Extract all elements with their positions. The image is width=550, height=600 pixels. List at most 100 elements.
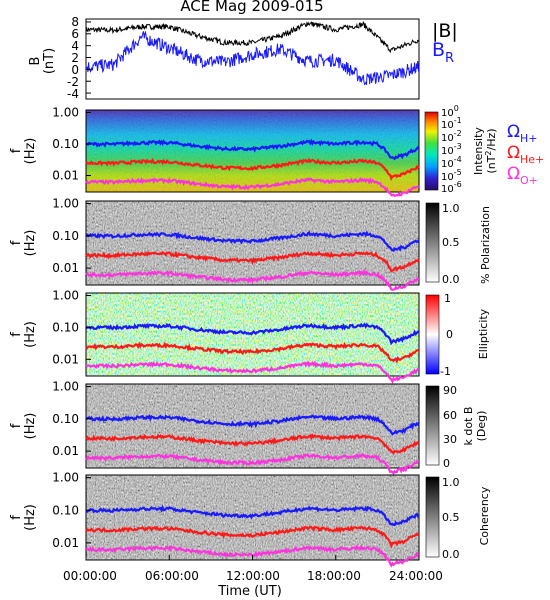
gyro-line-h	[86, 504, 420, 527]
gyro-lines	[85, 413, 420, 476]
freq-tick-label: 0.01	[52, 261, 79, 275]
ytick-label: 0	[71, 63, 79, 77]
gyro-line-o	[85, 452, 420, 476]
kdotb-cbar-unit: (Deg)	[475, 411, 488, 442]
time-axis-label: Time (UT)	[217, 584, 282, 599]
ytick-label: 8	[71, 15, 79, 29]
gyro-line-h	[85, 322, 420, 346]
kdotb-cbar-label: k dot B	[462, 407, 475, 446]
panel-kdotb: 90 60 30 0 k dot B (Deg)	[85, 383, 488, 476]
ytick-label: -4	[67, 87, 79, 101]
cbar-tick: 0	[443, 457, 450, 470]
coherency-cbar-label: Coherency	[478, 486, 491, 545]
gyro-line-h	[85, 413, 420, 436]
freq-tick-label: 0.01	[52, 536, 79, 550]
freq-axis-label: f	[9, 148, 24, 153]
gyro-line-he	[85, 250, 421, 273]
freq-tick-label: 0.10	[52, 412, 79, 426]
series-btotal	[85, 20, 420, 54]
bfield-series	[85, 20, 420, 94]
panel4-frame	[85, 292, 420, 377]
freq-tick-label: 1.00	[52, 471, 79, 485]
freq-tick-label: 1.00	[52, 105, 79, 119]
coherency-colorbar	[425, 476, 440, 558]
panel-intensity: 100 10-1 10-2 10-3 10-4 10-5 10-6 Intens…	[85, 104, 544, 198]
legend-omega-h: ΩH+	[507, 122, 538, 145]
freq-tick-label: 0.10	[52, 320, 79, 334]
ytick-label: 2	[71, 51, 79, 65]
time-axis: 00:00:00 06:00:00 12:00:00 18:00:00 24:0…	[63, 569, 443, 599]
time-tick: 00:00:00	[63, 569, 117, 583]
legend-br: BR	[432, 39, 454, 66]
cbar-tick: 30	[443, 433, 457, 446]
gyro-line-he	[85, 433, 420, 455]
cbar-tick: 0.0	[442, 273, 460, 286]
gyro-line-he	[85, 341, 420, 364]
cbar-tick: 0.5	[442, 511, 460, 524]
cbar-tick: 10-5	[441, 168, 462, 183]
cbar-tick: 10-6	[441, 180, 462, 195]
gyro-lines	[85, 230, 421, 291]
cbar-tick: 1	[444, 292, 451, 305]
panel-ellipticity: 1 0 -1 Ellipticity	[85, 292, 490, 385]
ytick-label: 4	[71, 39, 79, 53]
cbar-tick: 10-2	[441, 129, 462, 144]
panel5-frame	[85, 383, 420, 469]
cbar-tick: 1.0	[442, 476, 460, 489]
freq-axis-unit: (Hz)	[23, 413, 38, 440]
gyro-line-o	[86, 360, 420, 385]
cbar-tick: 1.0	[442, 202, 460, 215]
ellipticity-texture	[86, 293, 419, 376]
panel3-frame	[85, 200, 420, 286]
time-tick: 06:00:00	[145, 569, 199, 583]
series-br	[85, 30, 420, 86]
cbar-tick: 0.5	[442, 236, 460, 249]
freq-tick-label: 0.01	[52, 352, 79, 366]
panel-polarization: 1.0 0.5 0.0 % Polarization	[85, 200, 492, 291]
cbar-tick: 10-3	[441, 142, 462, 157]
cbar-tick: 10-4	[441, 155, 462, 170]
time-tick: 24:00:00	[389, 569, 443, 583]
intensity-colorbar-ticks: 100 10-1 10-2 10-3 10-4 10-5 10-6	[441, 104, 462, 195]
freq-axis-unit: (Hz)	[23, 321, 38, 348]
gyro-line-he	[85, 525, 420, 549]
frequency-axes: 1.000.100.01f (Hz)1.000.100.01f (Hz)1.000.…	[9, 105, 420, 560]
panel-coherency: 1.0 0.5 0.0 Coherency	[85, 474, 491, 568]
bfield-ylabel-unit: (nT)	[42, 48, 57, 74]
freq-tick-label: 1.00	[52, 197, 79, 211]
cbar-tick: 100	[441, 104, 459, 119]
cbar-tick: 60	[443, 409, 457, 422]
legend-omega-he: ΩHe+	[507, 143, 544, 166]
freq-axis-unit: (Hz)	[23, 230, 38, 257]
freq-axis-unit: (Hz)	[23, 504, 38, 531]
legend-omega-o: ΩO+	[507, 164, 538, 187]
polarization-cbar-label: % Polarization	[479, 206, 492, 284]
freq-tick-label: 1.00	[52, 289, 79, 303]
cbar-tick: 90	[443, 384, 457, 397]
polarization-texture	[86, 201, 419, 285]
freq-axis-label: f	[9, 240, 24, 245]
freq-tick-label: 0.01	[52, 444, 79, 458]
freq-axis-label: f	[9, 423, 24, 428]
cbar-tick: 10-1	[441, 116, 462, 131]
intensity-cbar-unit: (nT2/Hz)	[484, 128, 498, 173]
gyro-line-h	[85, 230, 420, 252]
time-tick: 12:00:00	[226, 569, 280, 583]
panel2-frame	[85, 109, 420, 193]
freq-tick-label: 0.01	[52, 169, 79, 183]
legend-btotal: |B|	[432, 20, 458, 42]
gyro-line-o	[85, 268, 420, 291]
plot-title: ACE Mag 2009-015	[180, 0, 323, 15]
ytick-label: 6	[71, 27, 79, 41]
bfield-yticks: 8 6 4 2 0 -2 -4	[67, 15, 79, 101]
coherency-texture	[86, 475, 419, 560]
gyro-lines	[85, 138, 420, 198]
ellipticity-cbar-label: Ellipticity	[477, 308, 490, 359]
cbar-tick: -1	[440, 365, 451, 378]
gyro-line-he	[85, 157, 420, 181]
intensity-colorbar	[424, 111, 439, 191]
freq-tick-label: 0.10	[52, 503, 79, 517]
ytick-label: -2	[67, 75, 79, 89]
kdotb-colorbar	[425, 385, 440, 466]
